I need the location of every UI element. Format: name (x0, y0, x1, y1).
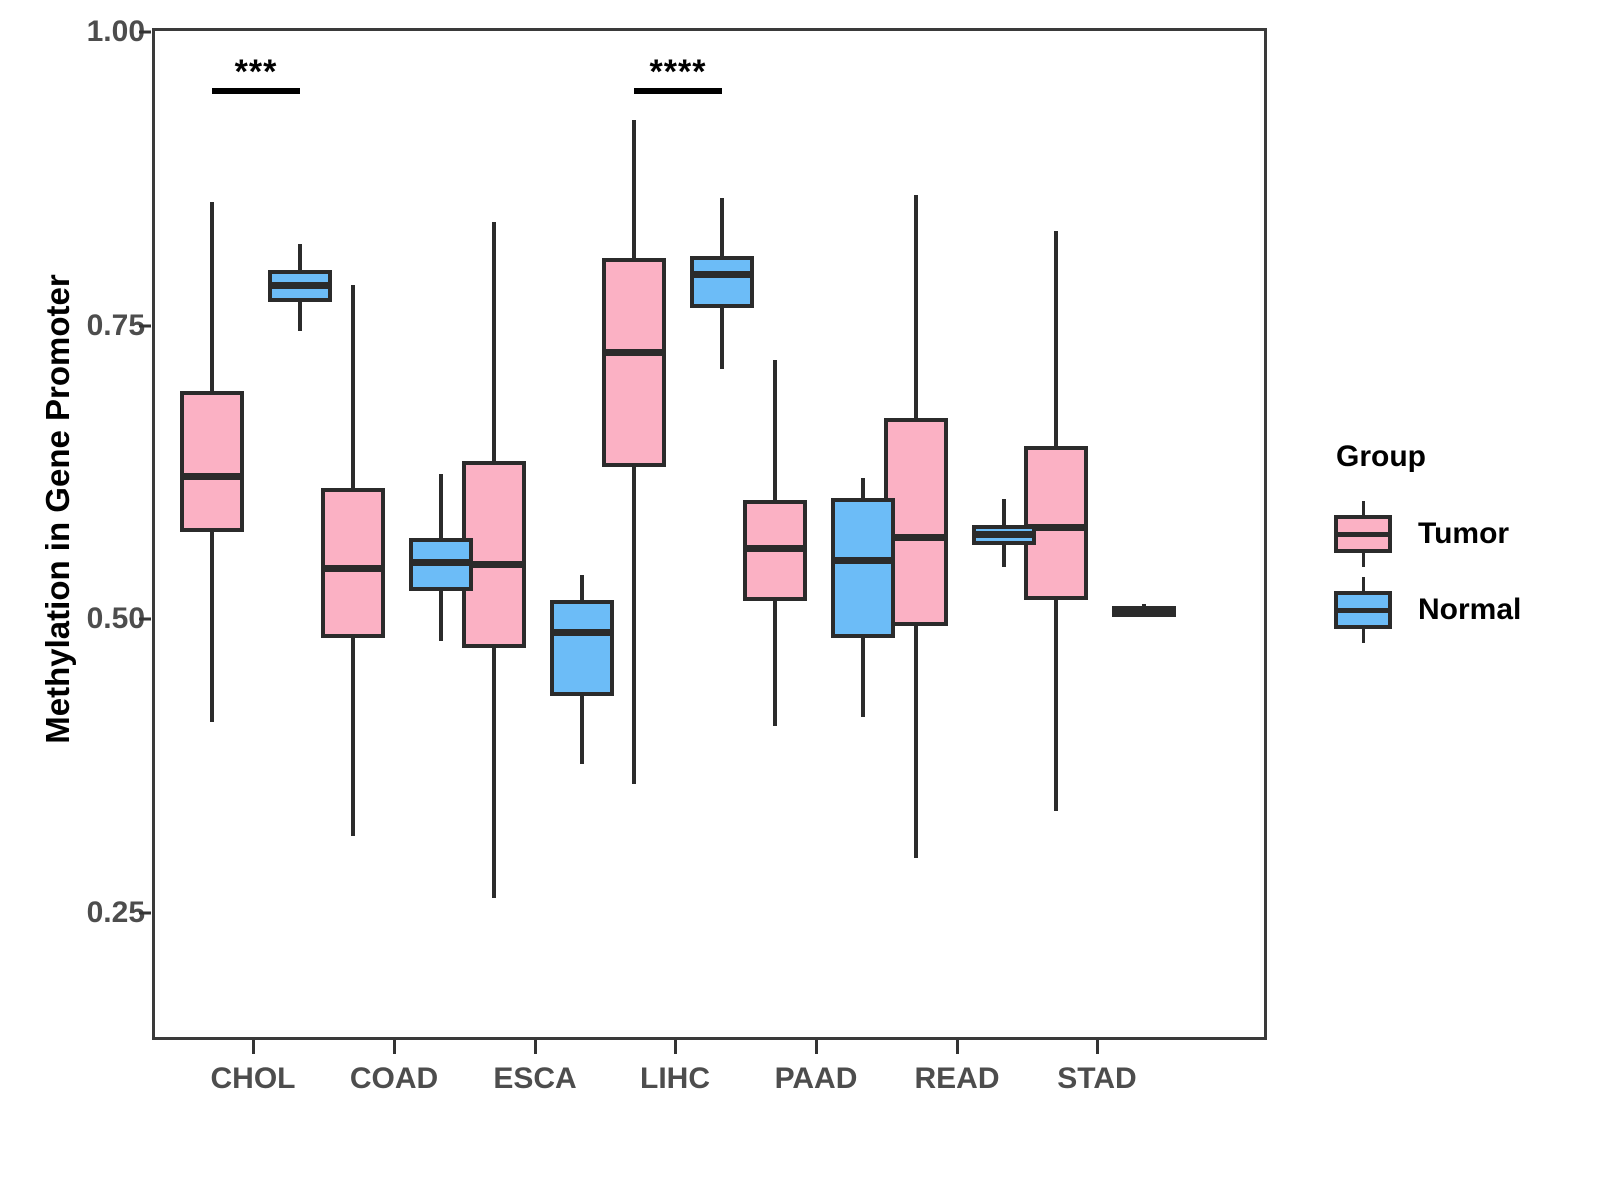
x-tick-label-coad: COAD (349, 1062, 439, 1095)
box-rect (550, 600, 614, 697)
median-line (690, 271, 754, 279)
box-rect (831, 497, 895, 638)
y-tick-mark (139, 911, 151, 915)
significance-label-chol: *** (234, 52, 278, 91)
x-tick-mark (1096, 1040, 1099, 1054)
median-line (602, 348, 666, 356)
box-esca-normal (155, 31, 1264, 1037)
legend-key-icon (1330, 575, 1396, 645)
x-tick-mark (393, 1040, 396, 1054)
legend: Group Tumor Normal (1330, 440, 1590, 648)
box-paad-normal (155, 31, 1264, 1037)
box-rect (690, 255, 754, 308)
legend-label: Tumor (1418, 517, 1510, 550)
plot-area: *** **** (155, 31, 1264, 1037)
box-stad-tumor (155, 31, 1264, 1037)
legend-title: Group (1336, 440, 1426, 473)
median-line (462, 561, 526, 569)
box-chol-tumor (155, 31, 1264, 1037)
median-line (743, 544, 807, 552)
x-tick-label-chol: CHOL (210, 1062, 296, 1095)
y-tick-mark (139, 30, 151, 34)
x-tick-label-paad: PAAD (774, 1062, 858, 1095)
box-rect (321, 488, 385, 638)
x-tick-label-stad: STAD (1057, 1062, 1137, 1095)
legend-label: Normal (1418, 593, 1522, 626)
legend-entries: Tumor Normal (1330, 496, 1590, 648)
y-tick-label: 0.75 (86, 308, 145, 342)
y-tick-label: 0.50 (86, 602, 145, 636)
y-axis-title: Methylation in Gene Promoter (39, 274, 76, 744)
median-line (972, 530, 1036, 538)
significance-label-lihc: **** (649, 52, 707, 91)
median-line (831, 556, 895, 564)
box-rect (602, 258, 666, 468)
legend-item-tumor[interactable]: Tumor (1330, 496, 1590, 572)
box-paad-tumor (155, 31, 1264, 1037)
median-line (268, 281, 332, 289)
median-line (884, 534, 948, 542)
box-chol-normal (155, 31, 1264, 1037)
y-tick-mark (139, 324, 151, 328)
box-lihc-tumor (155, 31, 1264, 1037)
x-tick-label-read: READ (914, 1062, 1000, 1095)
x-tick-mark (815, 1040, 818, 1054)
box-stad-normal (155, 31, 1264, 1037)
y-tick-label: 0.25 (86, 896, 145, 929)
x-tick-mark (252, 1040, 255, 1054)
median-line (409, 558, 473, 566)
median-line (550, 629, 614, 637)
plot-panel: *** **** (152, 28, 1267, 1040)
y-tick-mark (139, 617, 151, 621)
median-line (321, 564, 385, 572)
y-tick-label: 1.00 (86, 15, 145, 48)
x-tick-mark (534, 1040, 537, 1054)
x-tick-label-lihc: LIHC (640, 1062, 710, 1095)
box-rect (1024, 446, 1088, 600)
x-tick-label-esca: ESCA (493, 1062, 577, 1095)
significance-bar-lihc (634, 87, 722, 94)
x-tick-mark (956, 1040, 959, 1054)
box-coad-tumor (155, 31, 1264, 1037)
legend-item-normal[interactable]: Normal (1330, 572, 1590, 648)
box-coad-normal (155, 31, 1264, 1037)
median-line (1024, 523, 1088, 531)
median-line (1112, 605, 1176, 613)
significance-bar-chol (212, 87, 300, 94)
box-lihc-normal (155, 31, 1264, 1037)
x-tick-mark (674, 1040, 677, 1054)
legend-key-icon (1330, 499, 1396, 569)
box-read-normal (155, 31, 1264, 1037)
box-rect (180, 390, 244, 532)
median-line (180, 473, 244, 481)
